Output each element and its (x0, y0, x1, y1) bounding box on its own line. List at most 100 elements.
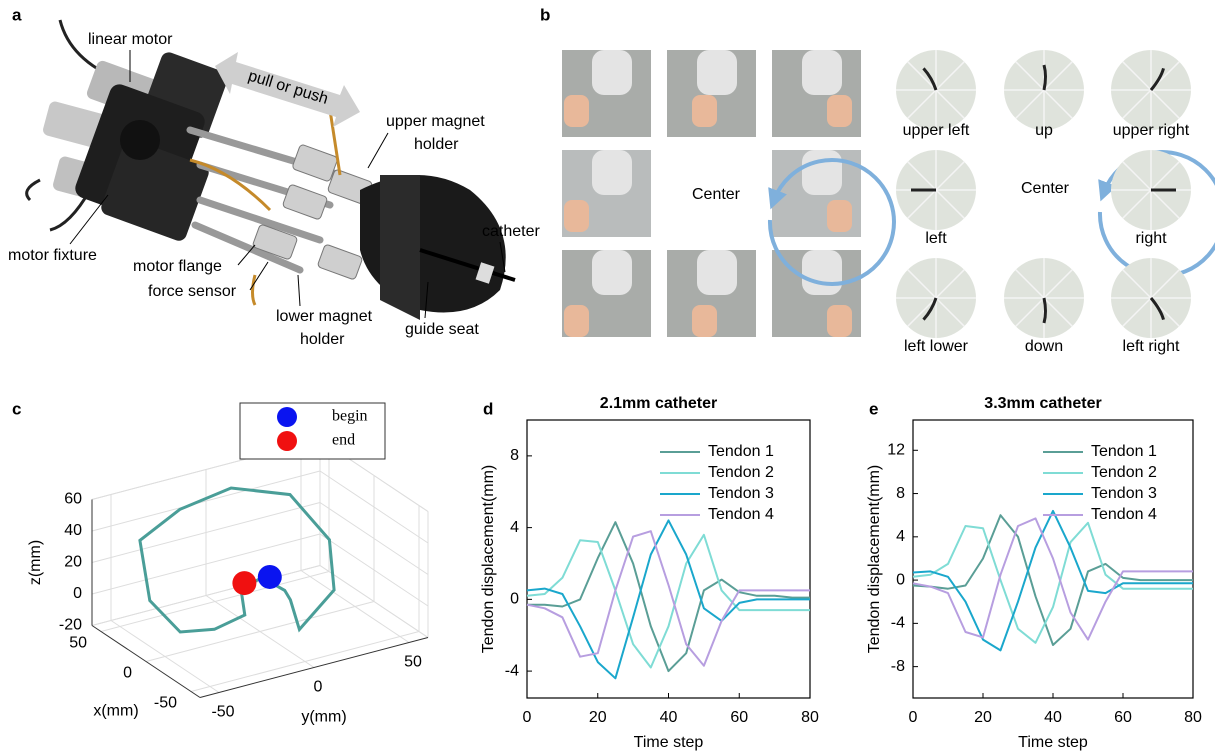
y-tick-label: 8 (510, 447, 519, 464)
hand (692, 95, 717, 127)
figure: a pull or push linear motor upper magn (0, 0, 1215, 756)
series-line (527, 535, 810, 668)
x-tick-label: 80 (801, 709, 819, 726)
x-tick-label: 60 (1114, 709, 1132, 726)
y-tick-label: 0 (314, 679, 323, 696)
x-tick-label: 60 (730, 709, 748, 726)
center-label: Center (1021, 180, 1070, 197)
series-line (913, 515, 1193, 645)
marker (258, 565, 282, 589)
y-tick-label: 4 (510, 519, 519, 536)
catheter-tip (1044, 65, 1046, 90)
x-axis-label: Time step (1018, 734, 1088, 751)
legend-label: begin (332, 408, 368, 425)
y-tick-label: 4 (896, 528, 905, 545)
y-axis-label: Tendon displacement(mm) (480, 465, 497, 654)
hand (692, 305, 717, 337)
robot-arm (697, 250, 737, 295)
y-axis-label: y(mm) (301, 709, 346, 726)
y-tick-label: -50 (211, 704, 234, 721)
chart-title: 2.1mm catheter (600, 395, 717, 412)
direction-label: down (1025, 338, 1063, 355)
y-tick-label: 12 (887, 442, 905, 459)
direction-label: right (1135, 230, 1167, 247)
hand (827, 200, 852, 232)
legend-label: Tendon 1 (1091, 443, 1157, 460)
z-axis-label: z(mm) (27, 540, 44, 585)
x-tick-label: 0 (523, 709, 532, 726)
hand (827, 305, 852, 337)
legend-label: Tendon 3 (708, 485, 774, 502)
callout: upper magnet (386, 113, 485, 130)
y-tick-label: 50 (404, 654, 422, 671)
plot-frame (527, 420, 810, 698)
hand (564, 95, 589, 127)
y-tick-label: 0 (896, 571, 905, 588)
y-tick-label: -4 (505, 662, 519, 679)
z-tick-label: -20 (59, 617, 82, 634)
x-tick-label: -50 (154, 695, 177, 712)
callout: force sensor (148, 283, 237, 300)
x-tick-label: 80 (1184, 709, 1202, 726)
x-tick-label: 50 (69, 635, 87, 652)
direction-label: upper left (903, 122, 970, 139)
callout: catheter (482, 223, 540, 240)
panel-label: e (869, 399, 878, 418)
direction-label: upper right (1113, 122, 1190, 139)
trajectory (140, 488, 334, 632)
x-tick-label: 0 (123, 665, 132, 682)
x-axis-label: x(mm) (93, 703, 138, 720)
callout: holder (300, 331, 345, 348)
direction-label: up (1035, 122, 1053, 139)
callout: holder (414, 136, 459, 153)
panel-label: b (540, 5, 550, 24)
legend-label: Tendon 4 (708, 506, 774, 523)
robot-arm (802, 150, 842, 195)
robot-arm (592, 250, 632, 295)
callout: motor flange (133, 258, 222, 275)
grid-line (301, 571, 409, 643)
legend-label: Tendon 4 (1091, 506, 1157, 523)
legend-label: end (332, 432, 355, 449)
y-tick-label: -8 (891, 658, 905, 675)
grid-line (206, 596, 314, 668)
y-axis-label: Tendon displacement(mm) (866, 465, 883, 654)
series-line (527, 520, 810, 678)
series-line (527, 522, 810, 671)
z-tick-label: 0 (73, 585, 82, 602)
callout: lower magnet (276, 308, 373, 325)
axis-line (92, 626, 200, 698)
center-label: Center (692, 186, 741, 203)
y-tick-label: -4 (891, 615, 905, 632)
direction-label: left lower (904, 338, 969, 355)
robot-arm (592, 50, 632, 95)
panel-label: a (12, 5, 22, 24)
series-line (913, 518, 1193, 639)
hand (564, 200, 589, 232)
y-tick-label: 0 (510, 591, 519, 608)
x-tick-label: 40 (1044, 709, 1062, 726)
callout: motor fixture (8, 247, 97, 264)
robot-arm (802, 250, 842, 295)
callout: guide seat (405, 321, 479, 338)
catheter-tip (1044, 298, 1046, 323)
panel-label: c (12, 399, 21, 418)
hand (827, 95, 852, 127)
chart-title: 3.3mm catheter (984, 395, 1101, 412)
z-tick-label: 40 (64, 522, 82, 539)
hand (564, 305, 589, 337)
legend-label: Tendon 2 (708, 464, 774, 481)
legend-swatch (277, 407, 297, 427)
panel-label: d (483, 399, 493, 418)
legend-label: Tendon 3 (1091, 485, 1157, 502)
x-tick-label: 40 (660, 709, 678, 726)
direction-label: left right (1123, 338, 1180, 355)
robot-arm (697, 50, 737, 95)
y-tick-label: 8 (896, 485, 905, 502)
x-tick-label: 20 (974, 709, 992, 726)
legend-label: Tendon 2 (1091, 464, 1157, 481)
legend-swatch (277, 431, 297, 451)
robot-arm (802, 50, 842, 95)
direction-label: left (925, 230, 947, 247)
x-tick-label: 20 (589, 709, 607, 726)
